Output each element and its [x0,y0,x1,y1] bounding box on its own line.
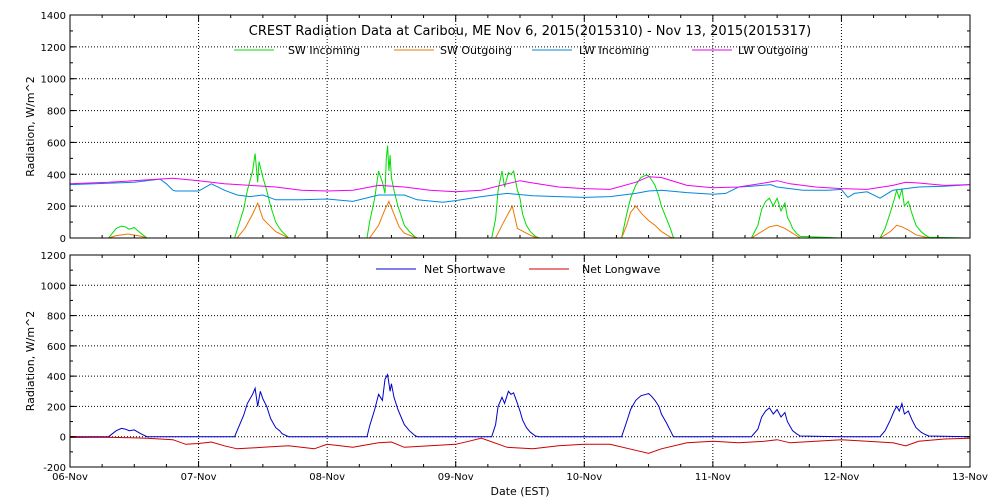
legend-label: LW Outgoing [738,44,808,57]
x-tick-label: 07-Nov [181,472,217,483]
y-tick-label: 0 [60,234,66,245]
y-tick-label: 0 [60,433,66,444]
y-axis-label: Radiation, W/m^2 [24,311,37,412]
y-tick-label: 600 [47,342,66,353]
y-tick-label: 1200 [41,43,66,54]
lower-panel: -200 0 200 400 600 800 1000 1200 06-Nov 07-Nov 08-… [24,251,988,498]
x-axis-label: Date (EST) [490,485,549,498]
x-tick-label: 06-Nov [52,472,88,483]
legend-label: Net Longwave [582,263,661,276]
legend-label: Net Shortwave [424,263,506,276]
y-tick-label: -200 [43,463,66,474]
x-tick-label: 10-Nov [566,472,602,483]
y-tick-label: 800 [47,312,66,323]
series-line-sw-outgoing [70,200,970,239]
series-line-sw-incoming [70,145,971,239]
x-tick-label: 11-Nov [695,472,731,483]
y-tick-label: 400 [47,170,66,181]
y-tick-label: 800 [47,107,66,118]
upper-panel: 0 200 400 600 800 1000 1200 1400 Radiation, W/m^… [24,11,971,245]
legend-label: SW Outgoing [440,44,512,57]
x-tick-label: 12-Nov [823,472,859,483]
legend-label: LW Incoming [579,44,649,57]
y-tick-label: 400 [47,372,66,383]
series-line-net-longwave [69,436,971,454]
x-tick-label: 13-Nov [952,472,988,483]
legend-label: SW Incoming [288,44,360,57]
series-line-lw-outgoing [69,176,971,193]
x-tick-label: 09-Nov [438,472,474,483]
chart-title: CREST Radiation Data at Caribou, ME Nov … [249,24,811,39]
y-tick-label: 200 [47,202,66,213]
y-tick-label: 200 [47,402,66,413]
y-tick-label: 1000 [41,75,66,86]
y-tick-label: 1000 [41,281,66,292]
y-tick-label: 1400 [41,11,66,22]
series-line-lw-incoming [69,178,971,203]
y-tick-label: 600 [47,138,66,149]
y-axis-label: Radiation, W/m^2 [24,76,37,177]
y-tick-label: 1200 [41,251,66,262]
x-tick-label: 08-Nov [309,472,345,483]
series-line-net-shortwave [70,373,971,438]
